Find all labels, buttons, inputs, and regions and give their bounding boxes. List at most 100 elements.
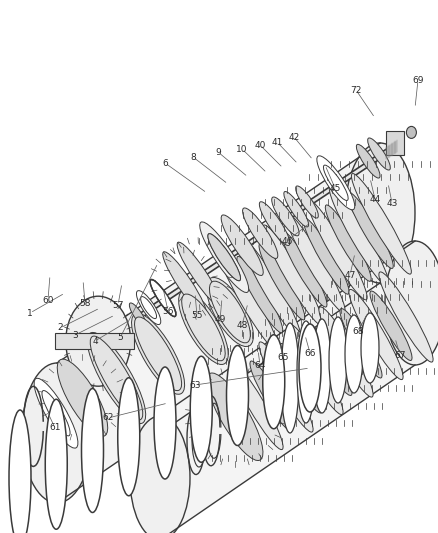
Ellipse shape bbox=[344, 143, 414, 283]
Text: 72: 72 bbox=[350, 85, 361, 94]
Text: 64: 64 bbox=[254, 360, 265, 369]
Ellipse shape bbox=[325, 205, 371, 281]
Ellipse shape bbox=[221, 215, 263, 276]
Ellipse shape bbox=[312, 319, 330, 413]
Ellipse shape bbox=[367, 138, 389, 170]
Ellipse shape bbox=[384, 241, 438, 365]
Text: 2: 2 bbox=[57, 324, 63, 333]
Ellipse shape bbox=[206, 278, 253, 346]
Ellipse shape bbox=[237, 256, 282, 333]
Text: 60: 60 bbox=[42, 295, 53, 304]
Ellipse shape bbox=[134, 317, 181, 391]
Ellipse shape bbox=[209, 281, 250, 343]
Ellipse shape bbox=[208, 233, 240, 281]
Text: 62: 62 bbox=[102, 414, 113, 423]
Text: 55: 55 bbox=[191, 311, 202, 320]
Text: 40: 40 bbox=[254, 141, 265, 149]
Ellipse shape bbox=[344, 315, 362, 393]
Ellipse shape bbox=[199, 222, 248, 293]
Ellipse shape bbox=[81, 389, 103, 513]
Ellipse shape bbox=[323, 165, 347, 200]
Ellipse shape bbox=[378, 272, 432, 362]
Ellipse shape bbox=[369, 291, 411, 360]
Text: 68: 68 bbox=[351, 327, 363, 335]
Ellipse shape bbox=[360, 313, 378, 383]
Ellipse shape bbox=[249, 361, 291, 431]
Text: 69: 69 bbox=[411, 76, 423, 85]
Text: 43: 43 bbox=[385, 198, 397, 207]
Text: 61: 61 bbox=[49, 424, 60, 432]
Ellipse shape bbox=[90, 336, 142, 420]
Ellipse shape bbox=[150, 279, 176, 317]
Text: 3: 3 bbox=[72, 330, 78, 340]
Ellipse shape bbox=[280, 231, 326, 307]
Polygon shape bbox=[159, 241, 414, 533]
Ellipse shape bbox=[117, 378, 139, 496]
Ellipse shape bbox=[356, 144, 379, 178]
Ellipse shape bbox=[130, 416, 190, 533]
Ellipse shape bbox=[190, 356, 212, 462]
Ellipse shape bbox=[307, 199, 366, 300]
Ellipse shape bbox=[45, 399, 67, 529]
Ellipse shape bbox=[258, 244, 304, 320]
Text: 63: 63 bbox=[189, 381, 200, 390]
Ellipse shape bbox=[259, 201, 289, 246]
Polygon shape bbox=[57, 143, 379, 503]
Text: 65: 65 bbox=[277, 353, 288, 362]
Ellipse shape bbox=[318, 307, 372, 397]
Ellipse shape bbox=[279, 344, 321, 413]
Ellipse shape bbox=[66, 296, 131, 386]
Ellipse shape bbox=[350, 174, 410, 274]
Ellipse shape bbox=[348, 289, 402, 379]
Text: 9: 9 bbox=[215, 148, 220, 157]
Ellipse shape bbox=[295, 186, 318, 218]
Ellipse shape bbox=[228, 359, 283, 450]
Ellipse shape bbox=[218, 251, 278, 351]
Text: 66: 66 bbox=[304, 349, 315, 358]
Ellipse shape bbox=[9, 410, 31, 533]
Polygon shape bbox=[385, 131, 403, 155]
Text: 47: 47 bbox=[343, 271, 355, 279]
Polygon shape bbox=[55, 333, 134, 349]
Ellipse shape bbox=[22, 363, 92, 503]
Text: 44: 44 bbox=[368, 195, 380, 204]
Ellipse shape bbox=[262, 225, 322, 326]
Text: 1: 1 bbox=[27, 309, 33, 318]
Ellipse shape bbox=[328, 187, 389, 287]
Ellipse shape bbox=[209, 281, 250, 343]
Text: 6: 6 bbox=[162, 158, 167, 167]
Ellipse shape bbox=[288, 325, 343, 415]
Ellipse shape bbox=[181, 294, 225, 361]
Ellipse shape bbox=[207, 373, 262, 461]
Text: 49: 49 bbox=[214, 316, 225, 325]
Ellipse shape bbox=[283, 191, 308, 227]
Polygon shape bbox=[134, 142, 396, 323]
Ellipse shape bbox=[162, 252, 206, 316]
Text: 57: 57 bbox=[112, 301, 124, 310]
Ellipse shape bbox=[284, 212, 344, 313]
Text: 5: 5 bbox=[117, 334, 123, 343]
Text: 41: 41 bbox=[271, 138, 282, 147]
Ellipse shape bbox=[178, 290, 228, 365]
Ellipse shape bbox=[258, 342, 312, 432]
Ellipse shape bbox=[316, 156, 354, 210]
Ellipse shape bbox=[136, 290, 160, 325]
Text: 8: 8 bbox=[190, 152, 195, 161]
Text: 67: 67 bbox=[393, 351, 405, 359]
Ellipse shape bbox=[242, 208, 277, 259]
Text: 42: 42 bbox=[288, 133, 299, 141]
Text: 45: 45 bbox=[328, 183, 340, 192]
Text: 58: 58 bbox=[79, 298, 91, 308]
Ellipse shape bbox=[90, 336, 142, 420]
Ellipse shape bbox=[181, 294, 225, 361]
Ellipse shape bbox=[346, 192, 392, 269]
Ellipse shape bbox=[297, 321, 314, 423]
Ellipse shape bbox=[154, 367, 176, 479]
Ellipse shape bbox=[87, 333, 145, 424]
Ellipse shape bbox=[309, 326, 351, 395]
Text: 10: 10 bbox=[236, 144, 247, 154]
Ellipse shape bbox=[57, 359, 107, 437]
Ellipse shape bbox=[271, 197, 298, 236]
Ellipse shape bbox=[140, 296, 156, 319]
Ellipse shape bbox=[280, 323, 298, 433]
